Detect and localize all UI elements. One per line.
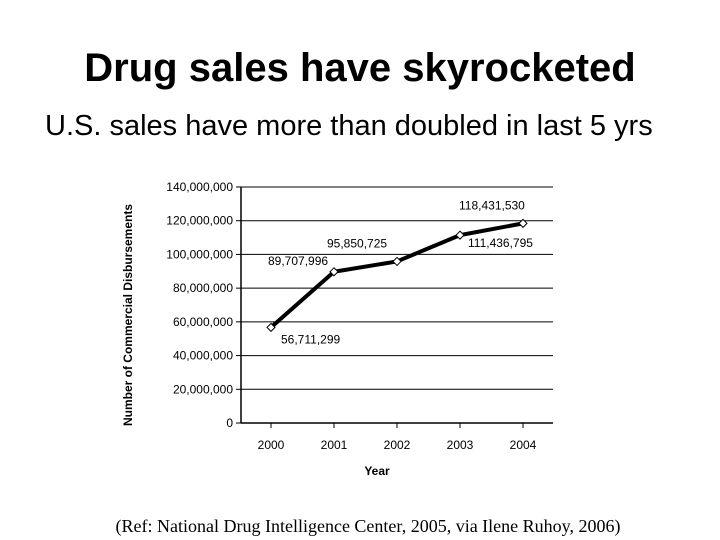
y-tick-label: 40,000,000 [173,349,233,363]
y-axis-title: Number of Commercial Disbursements [121,204,135,426]
x-tick-label: 2002 [384,438,411,452]
data-point [518,218,528,229]
slide-title: Drug sales have skyrocketed [84,46,636,90]
data-label: 111,436,795 [468,236,533,250]
data-label: 95,850,725 [327,236,387,250]
slide-subtitle: U.S. sales have more than doubled in las… [45,110,653,142]
x-tick-label: 2000 [258,438,285,452]
y-tick-label: 0 [226,416,233,430]
data-point [266,322,276,333]
data-point [329,267,339,277]
y-tick-label: 140,000,000 [166,180,233,194]
data-point [455,230,465,240]
reference-note: (Ref: National Drug Intelligence Center,… [115,516,621,536]
x-tick-label: 2001 [321,438,348,452]
x-tick-label: 2003 [447,438,474,452]
data-label: 89,707,996 [268,254,328,268]
y-tick-label: 100,000,000 [166,247,233,261]
y-tick-label: 120,000,000 [166,214,233,228]
data-label: 118,431,530 [459,198,525,212]
data-label: 56,711,299 [281,332,340,346]
x-axis-title: Year [364,464,390,478]
data-point [392,256,402,267]
y-tick-label: 60,000,000 [173,315,233,329]
y-tick-label: 20,000,000 [173,382,233,396]
y-tick-label: 80,000,000 [173,281,233,295]
x-tick-label: 2004 [510,438,537,452]
sales-line-chart: 0 20,000,000 40,000,000 60,000,000 80,000,00… [121,180,553,478]
